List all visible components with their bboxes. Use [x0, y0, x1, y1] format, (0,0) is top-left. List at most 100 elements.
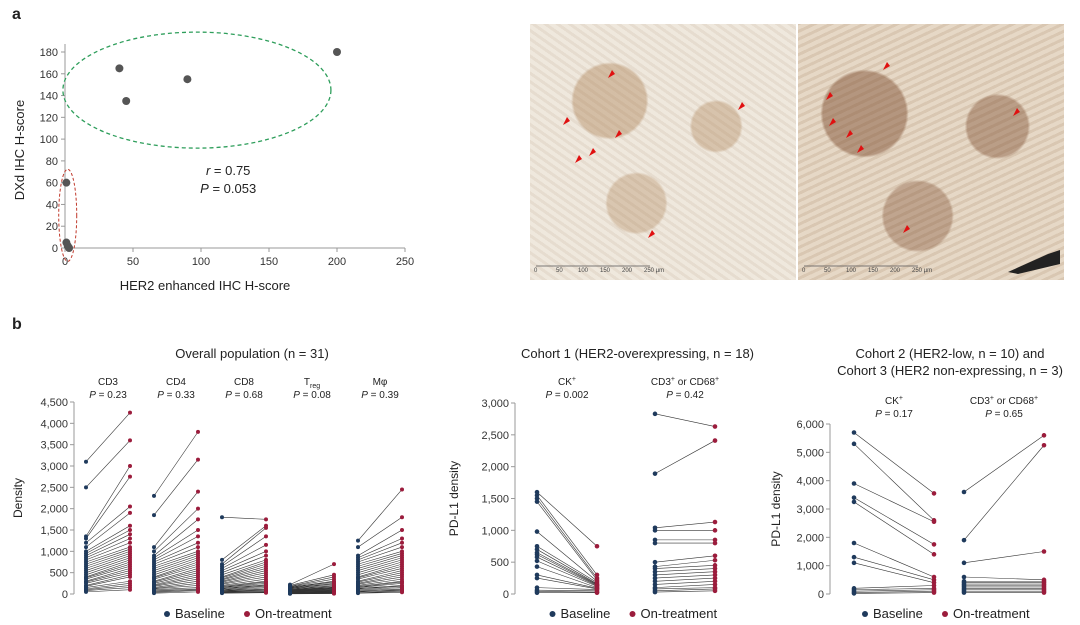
on-treatment-point	[931, 552, 937, 557]
y-tick-label: 1,000	[796, 561, 824, 573]
on-treatment-point	[128, 540, 132, 545]
y-tick-label: 2,500	[481, 430, 509, 442]
chart-title: Cohort 1 (HER2-overexpressing, n = 18)	[521, 346, 754, 361]
red-cluster-ellipse	[58, 168, 78, 262]
pair-line	[357, 588, 403, 591]
on-treatment-point	[264, 517, 268, 522]
baseline-point	[652, 572, 658, 578]
pair-line	[536, 589, 598, 592]
pair-line	[536, 577, 598, 590]
y-tick-label: 20	[46, 221, 58, 233]
scale-tick-label: 0	[534, 268, 538, 274]
y-tick-label: 2,000	[481, 462, 509, 474]
group-p-value: P = 0.68	[225, 390, 263, 401]
pair-line	[85, 559, 131, 576]
baseline-point	[652, 589, 658, 595]
pair-line	[153, 529, 199, 558]
scale-tick-label: 150	[868, 268, 879, 274]
pair-line	[153, 590, 199, 593]
pair-line	[357, 590, 403, 593]
y-tick-label: 80	[46, 156, 58, 168]
pair-line	[536, 545, 598, 583]
pair-line	[853, 589, 935, 592]
scatter-point	[122, 97, 131, 105]
pair-line	[221, 586, 267, 591]
green-cluster-ellipse	[62, 31, 332, 149]
pair-line	[85, 512, 131, 548]
group-label: CD8	[234, 377, 254, 388]
y-axis-label: PD-L1 density	[447, 461, 461, 536]
baseline-point	[652, 537, 658, 543]
pair-line	[85, 565, 131, 580]
cohort2-chart: Cohort 2 (HER2-low, n = 10) and Cohort 3 …	[770, 346, 1063, 621]
baseline-point	[84, 589, 88, 594]
pair-line	[153, 561, 199, 578]
y-tick-label: 1,500	[481, 494, 509, 506]
r-annotation: r = 0.75	[206, 163, 250, 178]
pair-line	[853, 501, 935, 555]
on-treatment-point	[332, 591, 336, 596]
pair-line	[85, 465, 131, 537]
pair-line	[853, 585, 935, 589]
pair-line	[357, 565, 403, 579]
on-treatment-point	[1041, 442, 1047, 448]
baseline-point	[84, 545, 88, 550]
scale-tick-label: 100	[846, 268, 857, 274]
pair-line	[357, 580, 403, 587]
y-tick-label: 140	[40, 91, 58, 103]
group-p-value: P = 0.08	[293, 390, 331, 401]
pair-line	[357, 557, 403, 571]
baseline-point	[84, 540, 88, 545]
legend-on-treatment-label: On-treatment	[641, 606, 718, 621]
baseline-point	[84, 536, 88, 541]
scatter-point	[65, 244, 74, 252]
on-treatment-point	[931, 491, 937, 496]
pair-line	[654, 587, 716, 590]
baseline-point	[534, 493, 540, 498]
group-label: CD3+ or CD68+	[651, 376, 719, 388]
group-label: CK+	[885, 395, 903, 407]
y-tick-label: 3,000	[40, 461, 68, 473]
pair-line	[153, 580, 199, 588]
pair-line	[289, 583, 335, 589]
pair-line	[153, 570, 199, 583]
pair-line	[153, 559, 199, 576]
legend-baseline-label: Baseline	[561, 606, 611, 621]
baseline-point	[152, 493, 156, 498]
pair-line	[357, 587, 403, 591]
baseline-point	[534, 489, 540, 495]
on-treatment-point	[712, 563, 718, 568]
y-tick-label: 3,000	[796, 504, 824, 516]
on-treatment-point	[128, 438, 132, 443]
group-p-value: P = 0.23	[89, 390, 127, 401]
pair-line	[357, 551, 403, 565]
pair-line	[221, 544, 267, 569]
y-tick-label: 1,000	[40, 546, 68, 558]
on-treatment-point	[128, 523, 132, 528]
pair-line	[85, 546, 131, 563]
pair-line	[357, 489, 403, 541]
baseline-point	[220, 515, 224, 520]
pair-line	[221, 555, 267, 573]
pair-line	[289, 574, 335, 586]
baseline-point	[356, 545, 360, 550]
y-tick-label: 3,000	[481, 398, 509, 410]
pair-line	[85, 576, 131, 587]
on-treatment-point	[1041, 549, 1047, 554]
on-treatment-point	[712, 566, 718, 571]
pair-line	[289, 581, 335, 588]
pair-line	[536, 501, 598, 581]
pair-line	[221, 584, 267, 589]
pair-line	[85, 570, 131, 583]
on-treatment-point	[712, 438, 718, 443]
baseline-point	[652, 528, 658, 533]
pair-line	[853, 432, 935, 494]
pair-line	[85, 440, 131, 488]
y-tick-label: 2,000	[796, 532, 824, 544]
on-treatment-point	[196, 517, 200, 522]
chart-title: Cohort 2 (HER2-low, n = 10) and	[856, 346, 1045, 361]
pair-line	[536, 587, 598, 590]
pair-line	[85, 553, 131, 569]
on-treatment-point	[712, 582, 718, 587]
pair-line	[357, 555, 403, 569]
